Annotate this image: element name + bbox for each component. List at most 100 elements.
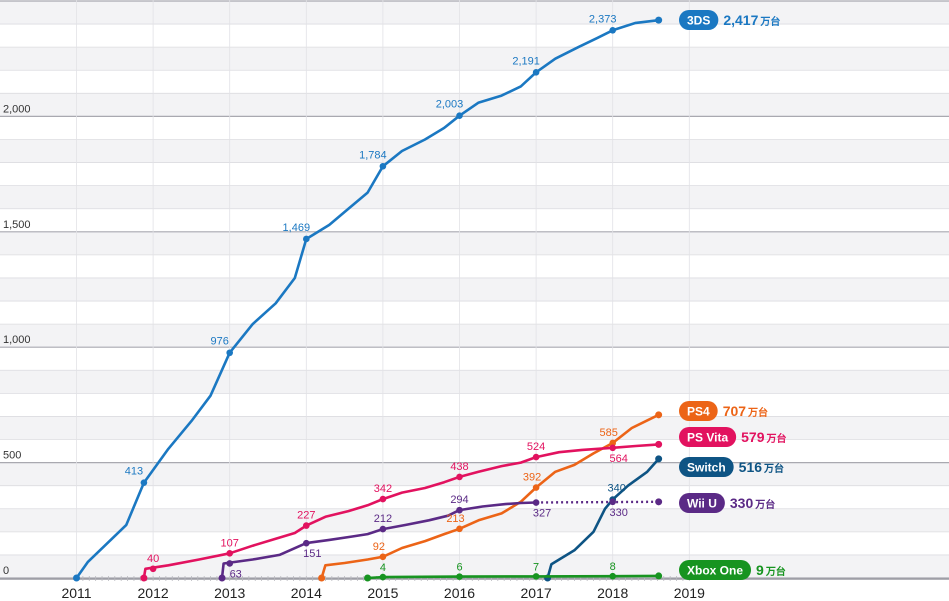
data-point-3ds (226, 349, 233, 357)
end-unit-xbox-one: 万台 (765, 565, 786, 578)
end-value-wii-u: 330 万台 (730, 495, 775, 511)
data-label-ps-vita: 227 (297, 510, 315, 522)
data-point-ps4 (379, 553, 387, 561)
data-label-3ds: 976 (211, 336, 229, 348)
data-label-ps-vita: 564 (610, 453, 628, 465)
data-point-wii-u (532, 499, 540, 506)
data-point-xbox-one (379, 573, 387, 581)
band (0, 1, 949, 25)
data-point-ps-vita (532, 453, 540, 461)
start-point-wii-u (218, 574, 226, 582)
data-label-wii-u: 212 (374, 513, 392, 525)
end-unit-ps4: 万台 (747, 406, 768, 419)
badge-ps-vita (679, 427, 737, 447)
data-label-wii-u: 151 (303, 548, 321, 560)
data-point-xbox-one (532, 573, 540, 580)
data-label-3ds: 1,469 (283, 222, 311, 234)
x-tick-label: 2018 (597, 585, 628, 601)
data-label-ps-vita: 342 (374, 483, 392, 495)
y-tick-label: 1,000 (3, 334, 31, 346)
badge-3ds (679, 10, 719, 30)
data-label-ps4: 92 (373, 541, 385, 553)
badge-label-wii-u: Wii U (687, 497, 717, 511)
data-label-wii-u: 327 (533, 508, 551, 520)
background-bands (0, 1, 949, 578)
end-unit-wii-u: 万台 (754, 498, 775, 511)
x-tick-label: 2014 (291, 585, 322, 601)
data-label-3ds: 2,003 (436, 99, 464, 111)
data-point-3ds (456, 112, 463, 120)
y-tick-label: 1,500 (3, 219, 31, 231)
band (0, 231, 949, 255)
data-point-ps-vita (609, 444, 616, 452)
grid-lines (0, 0, 949, 579)
data-point-xbox-one (609, 572, 616, 580)
series-line-ps-vita (142, 443, 660, 580)
badge-label-ps4: PS4 (687, 405, 710, 419)
data-point-3ds (140, 479, 148, 486)
data-label-ps-vita: 438 (450, 461, 468, 473)
badge-label-3ds: 3DS (687, 14, 710, 28)
badge-label-xbox-one: Xbox One (687, 564, 743, 578)
badge-label-switch: Switch (687, 461, 726, 475)
end-point-wii-u (655, 498, 663, 506)
data-point-ps-vita (456, 473, 463, 481)
data-point-ps4 (456, 525, 463, 533)
data-point-ps-vita (379, 495, 387, 503)
data-label-wii-u: 294 (450, 494, 468, 506)
y-tick-label: 500 (3, 450, 21, 462)
data-point-xbox-one (456, 573, 463, 580)
series-line-3ds (75, 18, 660, 580)
end-unit-3ds: 万台 (759, 15, 780, 28)
data-label-xbox-one: 6 (456, 562, 462, 574)
data-point-ps4 (532, 484, 540, 491)
end-unit-ps-vita: 万台 (766, 432, 787, 445)
badge-label-ps-vita: PS Vita (687, 431, 728, 445)
data-label-xbox-one: 4 (380, 562, 386, 574)
data-point-3ds (609, 27, 616, 34)
data-point-wii-u (609, 498, 616, 506)
data-point-ps4 (609, 439, 616, 447)
data-point-ps-vita (303, 522, 310, 529)
data-label-wii-u: 63 (230, 568, 242, 580)
end-value-switch: 516 万台 (739, 459, 784, 475)
data-label-xbox-one: 7 (533, 561, 539, 573)
y-tick-label: 2,000 (3, 103, 31, 115)
band (0, 47, 949, 71)
data-label-3ds: 413 (125, 466, 143, 478)
data-label-switch: 340 (608, 483, 626, 495)
band (0, 416, 949, 440)
x-tick-label: 2013 (214, 585, 245, 601)
x-tick-label: 2015 (367, 585, 398, 601)
data-label-3ds: 1,784 (359, 149, 387, 161)
end-point-3ds (655, 16, 663, 24)
band (0, 370, 949, 394)
badge-ps4 (679, 401, 718, 421)
series-dotted-wii-u (536, 500, 659, 504)
data-label-ps4: 585 (600, 427, 618, 439)
x-tick-label: 2019 (674, 585, 705, 601)
data-point-3ds (379, 162, 387, 170)
band (0, 324, 949, 348)
data-point-wii-u (226, 560, 233, 567)
start-point-ps4 (318, 574, 326, 582)
data-point-wii-u (379, 525, 387, 533)
band (0, 277, 949, 302)
start-point-xbox-one (364, 574, 372, 582)
data-label-3ds: 2,373 (589, 13, 617, 25)
data-label-ps4: 213 (446, 513, 464, 525)
data-point-wii-u (303, 539, 310, 547)
band (0, 554, 949, 578)
data-label-ps4: 392 (523, 472, 541, 484)
data-label-wii-u: 330 (610, 507, 628, 519)
data-point-wii-u (456, 506, 463, 514)
data-point-ps-vita (226, 550, 233, 557)
end-point-xbox-one (655, 572, 663, 580)
data-label-3ds: 2,191 (512, 55, 540, 67)
end-point-switch (655, 455, 663, 463)
end-point-ps-vita (655, 440, 663, 448)
start-point-ps-vita (140, 574, 148, 582)
